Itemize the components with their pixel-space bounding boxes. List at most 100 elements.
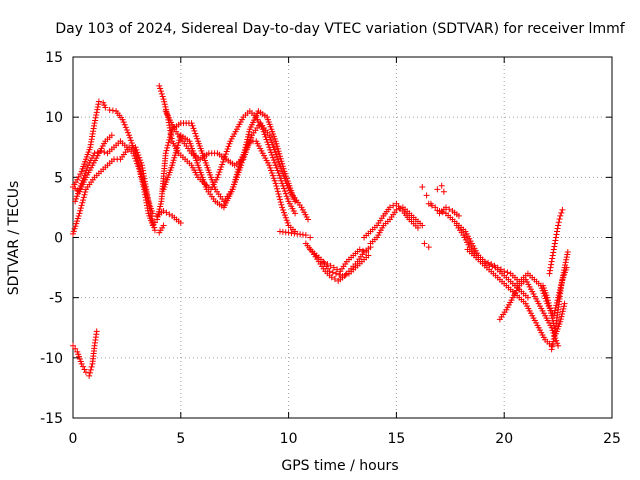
data-point	[423, 192, 430, 199]
data-point	[188, 120, 195, 127]
data-point	[154, 216, 161, 223]
data-point	[550, 338, 557, 345]
data-point	[333, 270, 340, 277]
data-point	[390, 202, 397, 209]
data-point	[356, 246, 363, 253]
data-point	[175, 139, 182, 146]
data-point	[271, 159, 278, 166]
data-point	[559, 206, 566, 213]
x-tick-label: 0	[69, 431, 78, 447]
data-point	[80, 197, 87, 204]
axis-ticks: 0 5 10 15 20 25 -15 -10 -5 0 5 10 15	[40, 50, 621, 447]
data-point	[280, 185, 287, 192]
data-point	[95, 101, 102, 108]
data-point	[162, 150, 169, 157]
data-point	[554, 225, 561, 232]
data-point	[169, 162, 176, 169]
data-point	[130, 150, 137, 157]
data-point	[425, 244, 432, 251]
data-point	[272, 180, 279, 187]
data-point	[283, 193, 290, 200]
data-point	[246, 128, 253, 135]
data-point	[393, 206, 400, 213]
data-point	[77, 171, 84, 178]
data-point	[558, 313, 565, 320]
data-point	[562, 259, 569, 266]
data-point	[225, 143, 232, 150]
x-tick-label: 15	[387, 431, 405, 447]
data-point	[71, 225, 78, 232]
data-point	[548, 346, 555, 353]
data-point	[439, 209, 446, 216]
series-trace-22	[548, 248, 571, 353]
data-point	[552, 234, 559, 241]
data-point	[94, 103, 101, 110]
data-point	[241, 149, 248, 156]
data-point	[139, 181, 146, 188]
data-point	[82, 369, 89, 376]
data-point	[219, 158, 226, 165]
data-point	[274, 188, 281, 195]
data-point	[549, 341, 556, 348]
data-point	[273, 140, 280, 147]
data-point	[134, 163, 141, 170]
data-point	[442, 204, 449, 211]
data-point	[240, 151, 247, 158]
data-point	[275, 170, 282, 177]
data-point	[224, 145, 231, 152]
series-trace-9	[276, 228, 314, 241]
data-point	[427, 200, 434, 207]
data-point	[266, 162, 273, 169]
data-point	[277, 155, 284, 162]
data-point	[324, 260, 331, 267]
data-point	[172, 149, 179, 156]
series-trace-18	[464, 246, 555, 349]
data-point	[555, 222, 562, 229]
series-trace-14	[361, 200, 421, 241]
data-point	[330, 264, 337, 271]
data-point	[239, 157, 246, 164]
data-point	[550, 335, 557, 342]
data-point	[238, 159, 245, 166]
data-point	[560, 305, 567, 312]
data-point	[92, 117, 99, 124]
data-point	[554, 228, 561, 235]
data-point	[549, 255, 556, 262]
data-point	[177, 134, 184, 141]
data-point	[80, 363, 87, 370]
data-point	[267, 164, 274, 171]
data-point	[75, 212, 82, 219]
data-point	[74, 176, 81, 183]
data-point	[164, 142, 171, 149]
data-point	[156, 82, 163, 89]
data-point	[102, 104, 109, 111]
data-point	[126, 134, 133, 141]
data-point	[455, 212, 462, 219]
chart-title: Day 103 of 2024, Sidereal Day-to-day VTE…	[55, 21, 625, 37]
x-tick-label: 25	[603, 431, 621, 447]
data-point	[216, 169, 223, 176]
data-point	[274, 167, 281, 174]
data-point	[547, 267, 554, 274]
data-point	[277, 199, 284, 206]
data-point	[549, 315, 556, 322]
data-point	[331, 276, 338, 283]
data-point	[244, 133, 251, 140]
data-point	[342, 271, 349, 278]
series-trace-4	[70, 132, 115, 195]
data-point	[92, 114, 99, 121]
data-point	[278, 158, 285, 165]
data-point	[194, 135, 201, 142]
data-point	[155, 208, 162, 215]
data-point	[559, 308, 566, 315]
data-point	[131, 152, 138, 159]
data-point	[170, 157, 177, 164]
data-point	[328, 274, 335, 281]
data-point	[122, 124, 129, 131]
data-point	[421, 240, 428, 247]
x-tick-label: 5	[176, 431, 185, 447]
data-point	[329, 269, 336, 276]
data-point	[192, 130, 199, 137]
data-point	[214, 174, 221, 181]
